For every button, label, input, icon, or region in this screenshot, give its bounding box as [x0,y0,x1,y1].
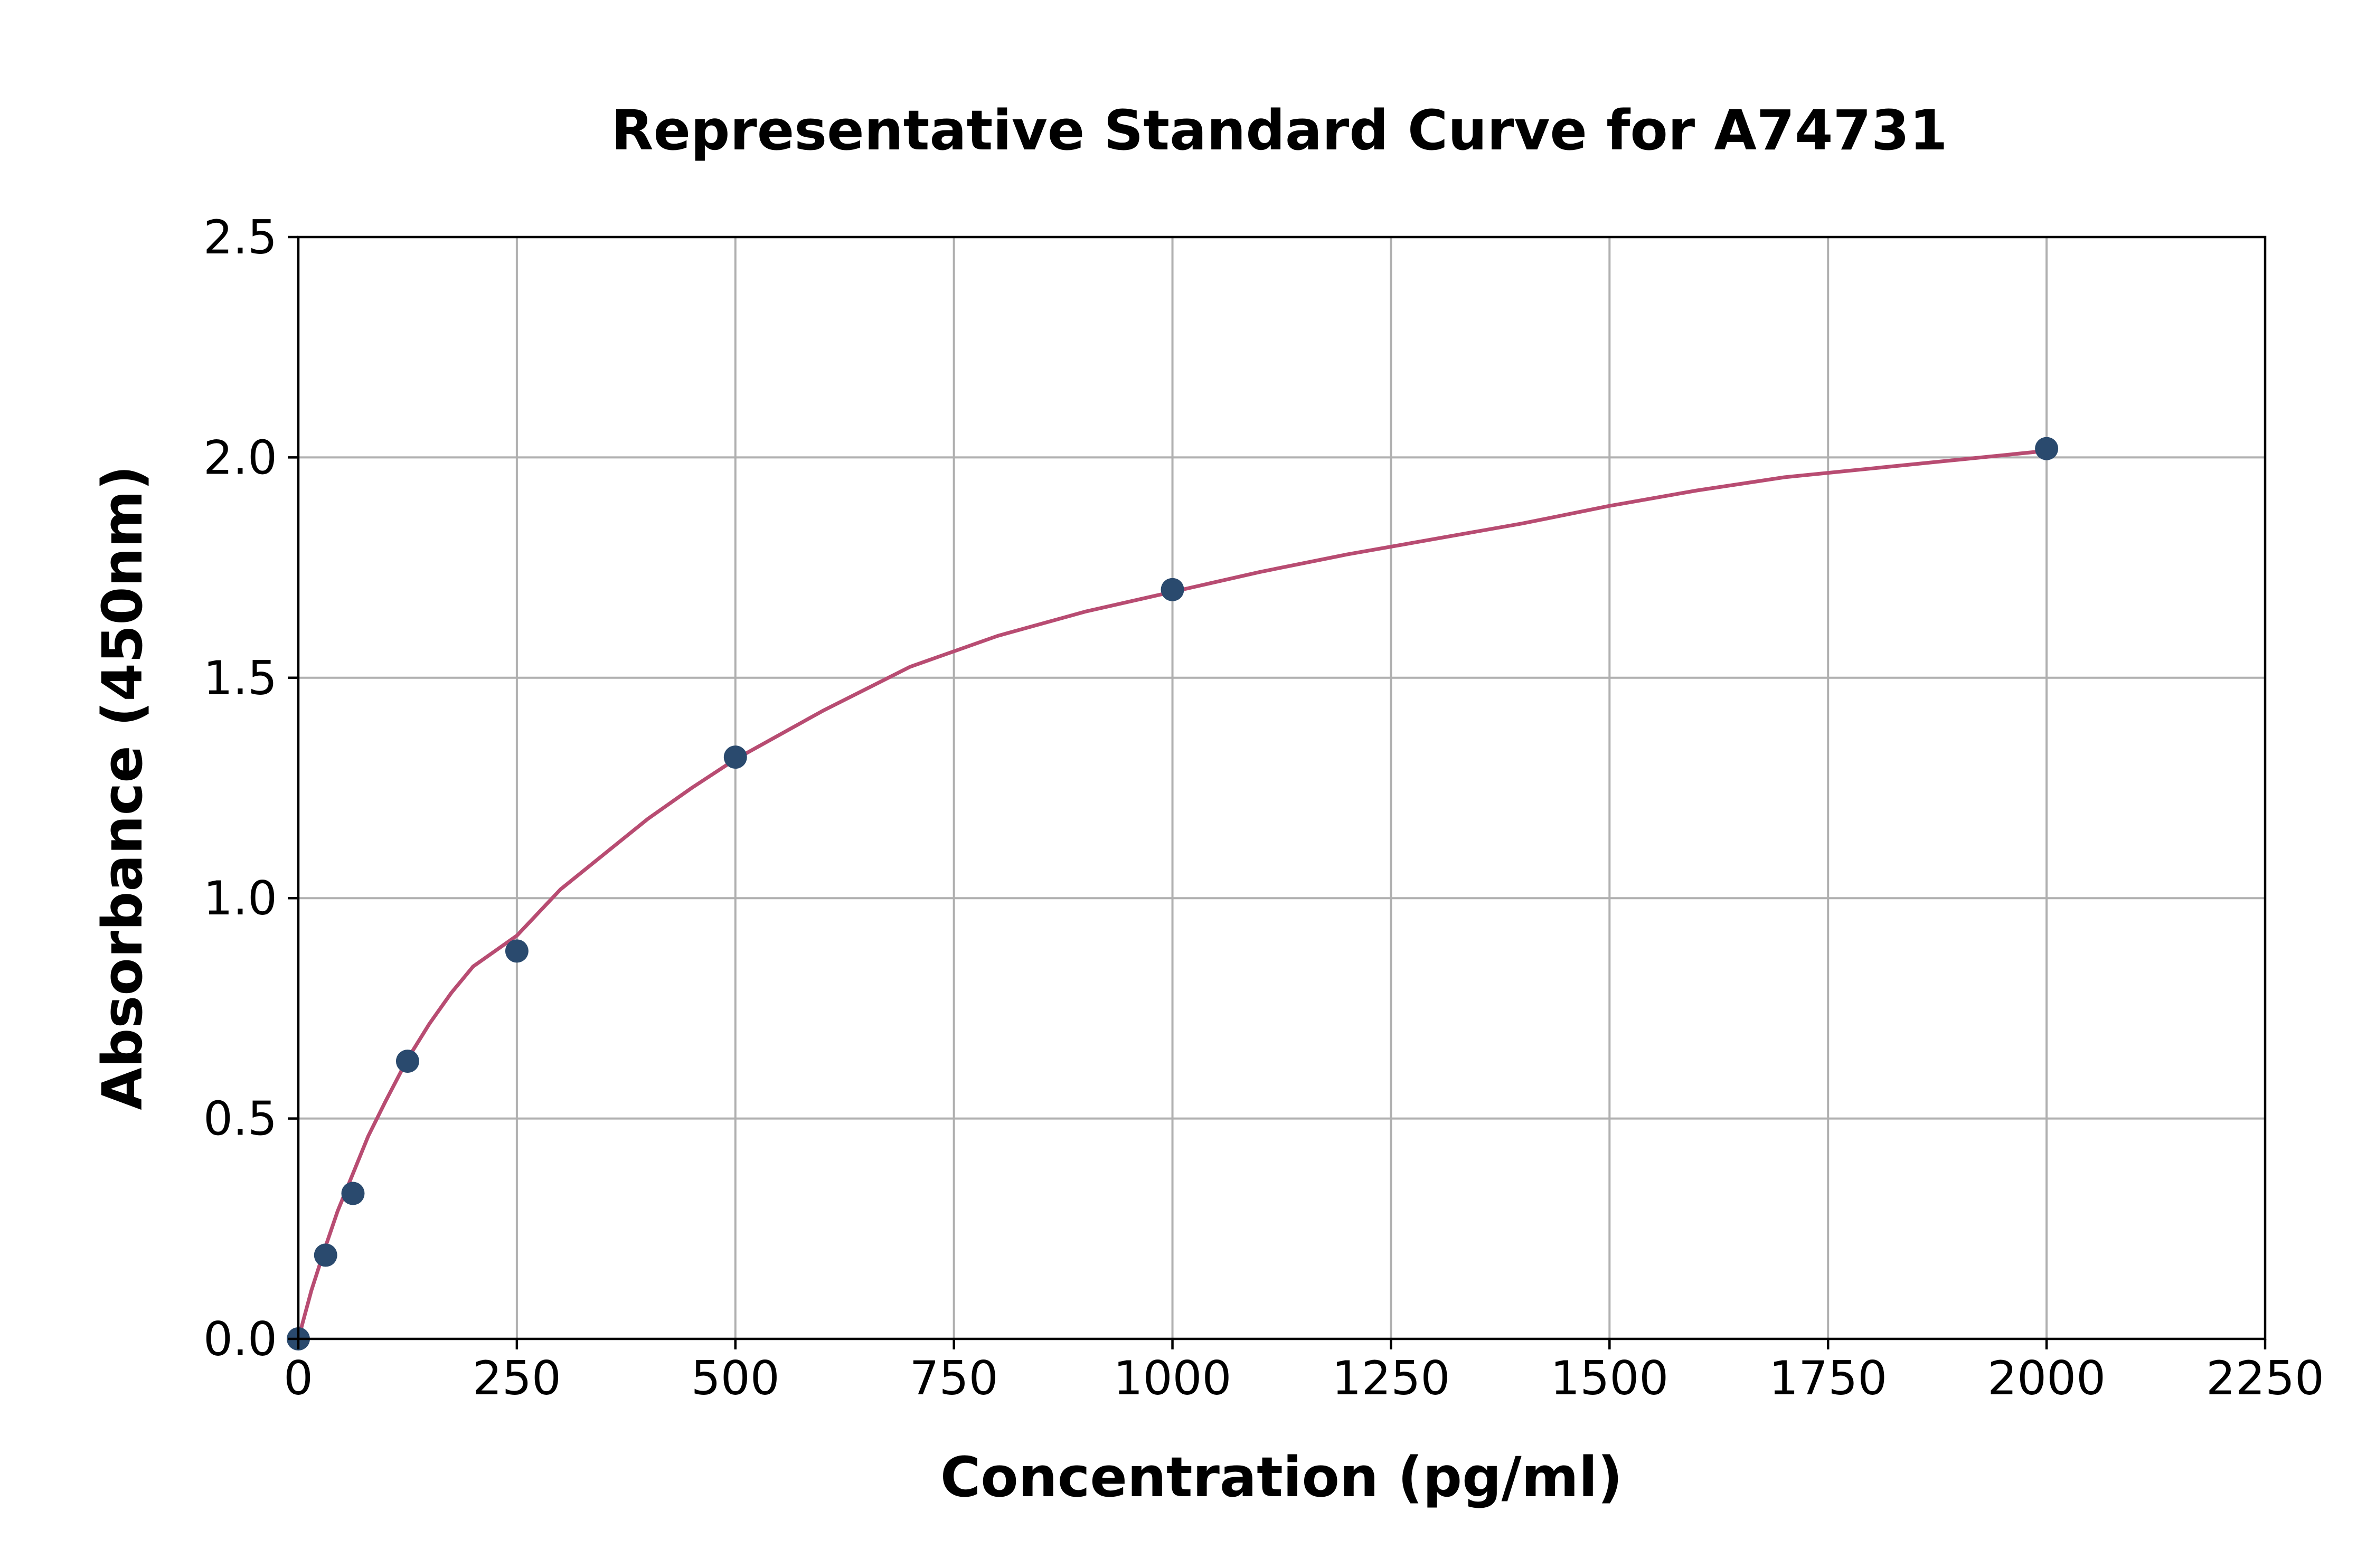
y-tick-label: 1.0 [203,871,277,925]
y-axis-ticks: 0.0 0.5 1.0 1.5 2.0 2.5 [203,210,298,1366]
x-tick-label: 1250 [1332,1351,1450,1405]
chart-title: Representative Standard Curve for A74731 [611,98,1947,163]
data-points-layer [287,437,2059,1350]
data-point [1161,578,1184,601]
data-point [395,1050,419,1073]
x-tick-label: 1500 [1550,1351,1668,1405]
data-point [314,1243,337,1267]
x-tick-label: 1750 [1769,1351,1887,1405]
y-tick-label: 2.0 [203,430,277,485]
fit-curve-line [296,449,2049,1341]
x-tick-label: 2000 [1987,1351,2106,1405]
x-tick-label: 500 [691,1351,780,1405]
plot-frame [297,235,2267,1340]
data-point [723,745,747,769]
x-tick-label: 250 [473,1351,561,1405]
data-point [341,1182,365,1205]
data-point [505,939,529,963]
data-point [2035,437,2059,460]
x-tick-label: 1000 [1114,1351,1232,1405]
x-axis-ticks: 0 250 500 750 1000 1250 1500 1750 2000 2250 [284,1339,2324,1405]
x-tick-label: 750 [910,1351,998,1405]
y-tick-label: 0.0 [203,1312,277,1366]
fit-curve-layer [296,449,2049,1341]
x-tick-label: 2250 [2206,1351,2324,1405]
y-axis-label: Absorbance (450nm) [90,465,155,1110]
x-tick-label: 0 [284,1351,313,1405]
y-tick-label: 2.5 [203,210,277,265]
y-tick-label: 0.5 [203,1092,277,1146]
x-axis-label: Concentration (pg/ml) [940,1445,1623,1509]
y-tick-label: 1.5 [203,651,277,705]
